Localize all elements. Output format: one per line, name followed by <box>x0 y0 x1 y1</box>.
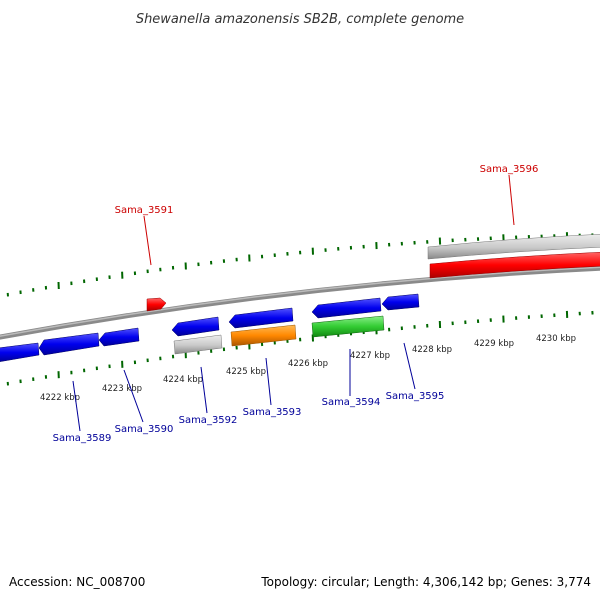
leader-sama-3589 <box>72 380 81 432</box>
gene-label-sama-3595[interactable]: Sama_3595 <box>386 391 445 402</box>
genome-stats-text: Topology: circular; Length: 4,306,142 bp… <box>260 575 591 589</box>
leader-sama-3590 <box>123 369 144 423</box>
gene-label-sama-3589[interactable]: Sama_3589 <box>53 433 112 444</box>
gene-sama-3592a-arrow[interactable] <box>171 316 220 337</box>
scale-labels: 4222 kbp 4223 kbp 4224 kbp 4225 kbp 4226… <box>40 334 576 403</box>
scale-label-4227: 4227 kbp <box>350 351 390 361</box>
scale-label-4223: 4223 kbp <box>102 384 142 394</box>
gene-label-sama-3593[interactable]: Sama_3593 <box>243 407 302 418</box>
gene-sama-3595-arrow[interactable] <box>381 293 420 311</box>
gene-sama-3596-arrow[interactable] <box>429 251 600 279</box>
gene-label-sama-3596[interactable]: Sama_3596 <box>480 164 539 175</box>
gene-sama-3593a-arrow[interactable] <box>228 307 294 329</box>
gene-label-sama-3594[interactable]: Sama_3594 <box>322 397 381 408</box>
scale-label-4229: 4229 kbp <box>474 339 514 349</box>
gene-sama-3590b-arrow[interactable] <box>98 327 140 347</box>
scale-label-4225: 4225 kbp <box>226 367 266 377</box>
forward-strand-genes <box>146 233 600 312</box>
leader-sama-3596 <box>508 174 515 226</box>
gene-sama-3594-green[interactable] <box>311 315 385 338</box>
leader-sama-3591 <box>143 215 152 266</box>
map-title: Shewanella amazonensis SB2B, complete ge… <box>136 12 464 27</box>
gene-sama-3591-arrow[interactable] <box>146 297 167 312</box>
scale-label-4222: 4222 kbp <box>40 393 80 403</box>
gene-label-sama-3590[interactable]: Sama_3590 <box>115 424 174 435</box>
leader-sama-3592 <box>200 366 208 414</box>
gene-sama-3594a-arrow[interactable] <box>311 297 382 319</box>
scale-label-4224: 4224 kbp <box>163 375 203 385</box>
accession-text: Accession: NC_008700 <box>9 575 145 589</box>
reverse-strand-genes <box>0 293 420 362</box>
gene-label-sama-3591[interactable]: Sama_3591 <box>115 205 174 216</box>
leader-sama-3595 <box>403 342 416 390</box>
gene-sama-3593-orange[interactable] <box>230 324 297 347</box>
rrna-gene-forward[interactable] <box>427 233 600 260</box>
gene-sama-3592-rrna[interactable] <box>173 334 223 355</box>
gene-sama-3589-arrow[interactable] <box>0 342 40 362</box>
reverse-tick-track <box>6 310 594 386</box>
genome-backbone <box>0 265 600 340</box>
gene-label-sama-3592[interactable]: Sama_3592 <box>179 415 238 426</box>
gene-sama-3590a-arrow[interactable] <box>38 332 100 356</box>
scale-label-4230: 4230 kbp <box>536 334 576 344</box>
scale-label-4228: 4228 kbp <box>412 345 452 355</box>
gene-labels: Sama_3591 Sama_3596 Sama_3589 Sama_3590 … <box>53 164 539 444</box>
label-leader-lines <box>72 174 515 432</box>
scale-label-4226: 4226 kbp <box>288 359 328 369</box>
leader-sama-3593 <box>265 357 272 406</box>
